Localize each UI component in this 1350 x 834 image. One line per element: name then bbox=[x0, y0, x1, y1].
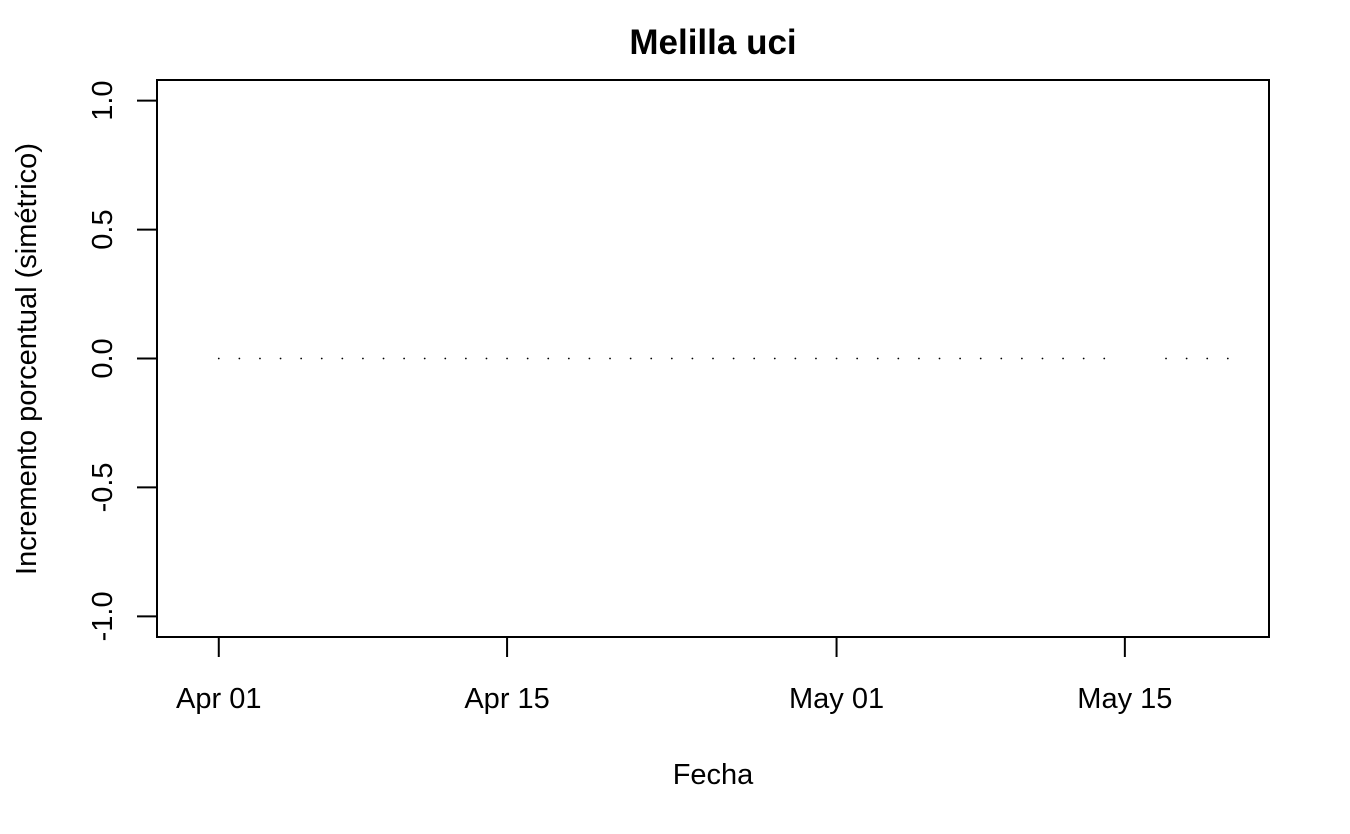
data-point bbox=[526, 357, 529, 360]
data-point bbox=[629, 357, 632, 360]
data-point bbox=[588, 357, 591, 360]
data-point bbox=[1062, 357, 1064, 360]
x-tick-label: Apr 15 bbox=[464, 683, 549, 715]
data-point bbox=[1082, 357, 1085, 360]
data-point bbox=[238, 357, 241, 360]
data-point bbox=[1020, 357, 1023, 360]
data-point bbox=[382, 357, 385, 360]
data-point bbox=[547, 357, 550, 360]
data-point bbox=[959, 357, 962, 360]
y-axis-label: Incremento porcentual (simétrico) bbox=[11, 143, 43, 575]
data-point bbox=[918, 357, 920, 360]
data-point bbox=[279, 357, 282, 360]
y-tick-label: -1.0 bbox=[87, 591, 119, 641]
data-point bbox=[403, 357, 406, 360]
x-tick-label: May 01 bbox=[789, 683, 884, 715]
data-point bbox=[217, 357, 220, 360]
data-point bbox=[423, 357, 426, 360]
data-point bbox=[732, 357, 735, 360]
data-point bbox=[341, 357, 344, 360]
x-axis: Apr 01 Apr 15 May 01 May 15 bbox=[176, 636, 1172, 715]
data-point bbox=[259, 357, 261, 360]
data-point bbox=[300, 357, 303, 360]
data-point bbox=[1041, 357, 1044, 360]
y-axis: -1.0 -0.5 0.0 0.5 1.0 bbox=[87, 80, 158, 641]
data-point bbox=[691, 357, 694, 360]
data-point bbox=[856, 357, 859, 360]
x-tick-label: May 15 bbox=[1077, 683, 1172, 715]
data-point bbox=[753, 357, 756, 360]
data-point bbox=[773, 357, 776, 360]
data-point bbox=[1165, 357, 1167, 360]
data-point bbox=[1206, 357, 1209, 360]
data-point bbox=[815, 357, 817, 360]
data-point bbox=[444, 357, 447, 360]
data-point bbox=[1226, 357, 1229, 360]
x-tick-label: Apr 01 bbox=[176, 683, 261, 715]
data-point bbox=[835, 357, 838, 360]
y-tick-label: 0.5 bbox=[87, 209, 119, 249]
data-point bbox=[1185, 357, 1188, 360]
data-points bbox=[217, 357, 1229, 360]
data-point bbox=[567, 357, 570, 360]
y-tick-label: 1.0 bbox=[87, 80, 119, 120]
x-axis-label: Fecha bbox=[673, 759, 754, 791]
data-point bbox=[362, 357, 364, 360]
data-point bbox=[876, 357, 879, 360]
data-point bbox=[979, 357, 982, 360]
data-point bbox=[609, 357, 611, 360]
data-point bbox=[670, 357, 673, 360]
data-point bbox=[1103, 357, 1106, 360]
chart-title: Melilla uci bbox=[629, 23, 796, 62]
data-point bbox=[938, 357, 941, 360]
data-point bbox=[794, 357, 797, 360]
data-point bbox=[506, 357, 508, 360]
y-tick-label: 0.0 bbox=[87, 338, 119, 378]
data-point bbox=[320, 357, 323, 360]
data-point bbox=[650, 357, 653, 360]
data-point bbox=[712, 357, 714, 360]
data-point bbox=[897, 357, 900, 360]
data-point bbox=[464, 357, 467, 360]
data-point bbox=[1000, 357, 1003, 360]
data-point bbox=[485, 357, 488, 360]
y-tick-label: -0.5 bbox=[87, 462, 119, 512]
